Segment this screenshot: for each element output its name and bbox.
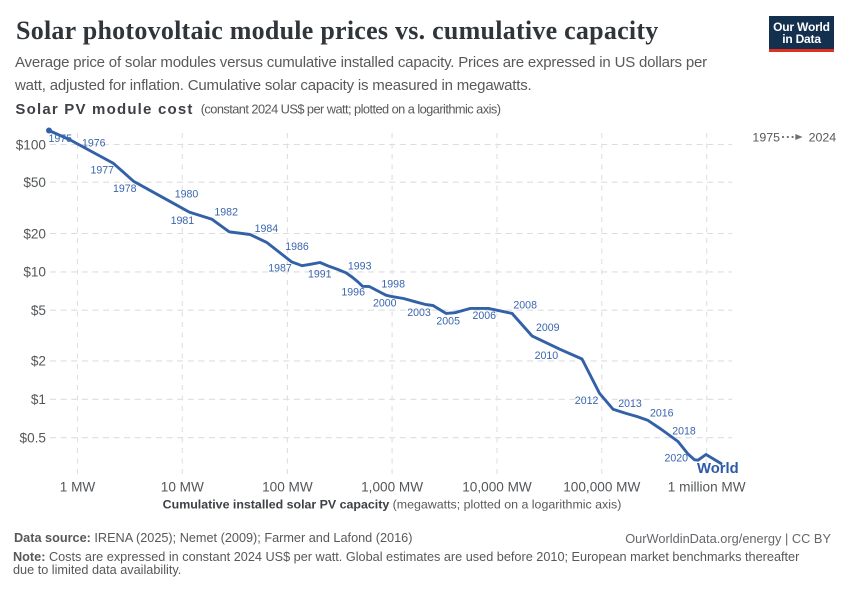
svg-text:$100: $100: [16, 137, 47, 152]
svg-text:2016: 2016: [650, 408, 674, 420]
svg-text:1 MW: 1 MW: [60, 480, 96, 495]
svg-text:1975: 1975: [49, 133, 73, 145]
svg-text:1998: 1998: [381, 279, 405, 291]
svg-text:1981: 1981: [171, 215, 195, 227]
svg-text:1978: 1978: [113, 183, 137, 195]
svg-text:2018: 2018: [672, 426, 696, 438]
svg-text:Cumulative installed solar PV: Cumulative installed solar PV capacity (…: [163, 497, 622, 511]
svg-text:(constant 2024 US$ per watt; p: (constant 2024 US$ per watt; plotted on …: [201, 102, 501, 117]
svg-text:$50: $50: [23, 175, 46, 190]
svg-text:100,000 MW: 100,000 MW: [563, 480, 640, 495]
svg-text:10 MW: 10 MW: [161, 480, 204, 495]
svg-text:1987: 1987: [268, 263, 292, 275]
svg-text:$20: $20: [23, 226, 46, 241]
svg-text:2009: 2009: [536, 322, 560, 334]
svg-text:1996: 1996: [341, 286, 365, 298]
svg-text:2010: 2010: [535, 350, 559, 362]
svg-text:2013: 2013: [618, 398, 642, 410]
svg-text:1975: 1975: [752, 130, 780, 144]
svg-text:$0.5: $0.5: [20, 431, 46, 446]
svg-text:100 MW: 100 MW: [262, 480, 313, 495]
svg-text:1991: 1991: [308, 268, 332, 280]
svg-text:2000: 2000: [373, 297, 397, 309]
svg-text:1984: 1984: [255, 223, 279, 235]
svg-text:1 million MW: 1 million MW: [668, 480, 746, 495]
svg-text:1986: 1986: [285, 241, 309, 253]
svg-text:$2: $2: [31, 354, 46, 369]
svg-text:1982: 1982: [214, 207, 238, 219]
svg-text:2003: 2003: [407, 307, 431, 319]
svg-text:$10: $10: [23, 265, 46, 280]
svg-text:$1: $1: [31, 392, 46, 407]
svg-text:2008: 2008: [513, 299, 537, 311]
svg-text:1,000 MW: 1,000 MW: [361, 480, 423, 495]
svg-text:2005: 2005: [436, 315, 460, 327]
svg-text:2006: 2006: [473, 310, 497, 322]
svg-text:$5: $5: [31, 303, 46, 318]
svg-text:Solar PV module cost: Solar PV module cost: [15, 101, 193, 118]
svg-text:World: World: [697, 461, 739, 477]
svg-text:10,000 MW: 10,000 MW: [462, 480, 532, 495]
svg-text:1976: 1976: [82, 137, 106, 149]
svg-text:2020: 2020: [665, 453, 689, 465]
svg-text:2012: 2012: [575, 395, 599, 407]
svg-text:2024: 2024: [809, 130, 837, 144]
svg-text:1993: 1993: [348, 261, 372, 273]
svg-text:1977: 1977: [91, 165, 115, 177]
svg-text:1980: 1980: [175, 188, 199, 200]
